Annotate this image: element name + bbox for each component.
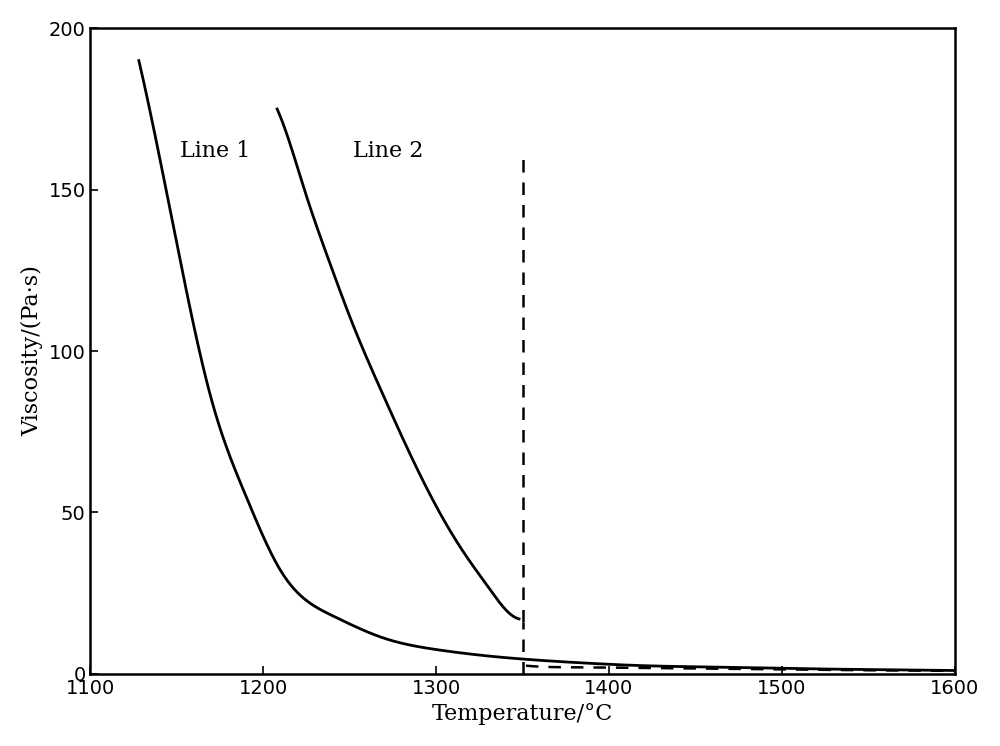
Text: Line 1: Line 1 <box>180 140 251 162</box>
Y-axis label: Viscosity/(Pa·s): Viscosity/(Pa·s) <box>21 266 43 436</box>
Text: Line 2: Line 2 <box>353 140 424 162</box>
X-axis label: Temperature/°C: Temperature/°C <box>432 703 613 725</box>
